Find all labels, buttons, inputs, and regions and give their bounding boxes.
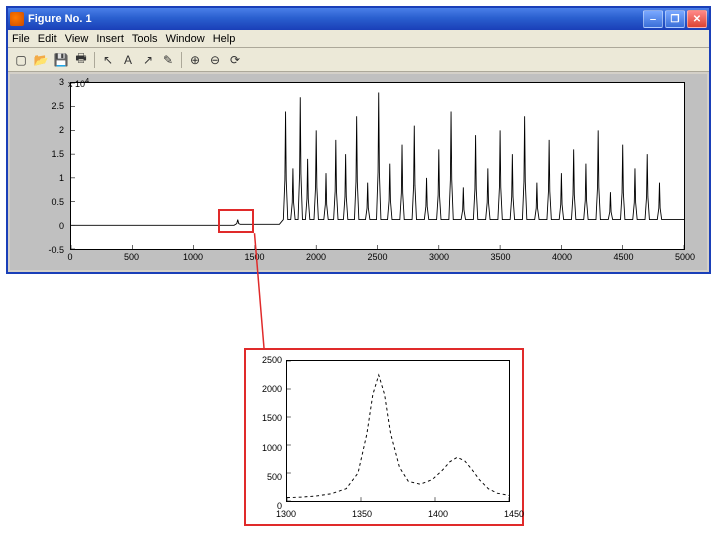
arrow-icon[interactable]: ↖	[99, 51, 117, 69]
zoom-axes	[286, 360, 510, 502]
menu-tools[interactable]: Tools	[132, 33, 158, 45]
zoom-panel: 05001000150020002500 1300135014001450	[244, 348, 524, 526]
close-button[interactable]: ✕	[687, 10, 707, 28]
main-line-plot	[71, 83, 684, 249]
menu-insert[interactable]: Insert	[96, 33, 124, 45]
titlebar[interactable]: Figure No. 1 ‒ ❐ ✕	[8, 8, 709, 30]
new-file-icon[interactable]: ▢	[12, 51, 30, 69]
main-axes[interactable]	[70, 82, 685, 250]
zoom-highlight-box	[218, 209, 255, 233]
window-controls: ‒ ❐ ✕	[643, 10, 707, 28]
maximize-button[interactable]: ❐	[665, 10, 685, 28]
minimize-button[interactable]: ‒	[643, 10, 663, 28]
app-icon	[10, 12, 24, 26]
zoom-out-icon[interactable]: ⊖	[206, 51, 224, 69]
menu-file[interactable]: File	[12, 33, 30, 45]
menu-help[interactable]: Help	[213, 33, 236, 45]
toolbar-separator	[94, 52, 95, 68]
menu-window[interactable]: Window	[166, 33, 205, 45]
rotate-icon[interactable]: ⟳	[226, 51, 244, 69]
line-icon[interactable]: ↗	[139, 51, 157, 69]
edit-plot-icon[interactable]: ✎	[159, 51, 177, 69]
menu-edit[interactable]: Edit	[38, 33, 57, 45]
toolbar: ▢ 📂 💾 🖶 ↖ A ↗ ✎ ⊕ ⊖ ⟳	[8, 48, 709, 72]
zoom-line-plot	[287, 361, 509, 501]
matlab-figure-window: Figure No. 1 ‒ ❐ ✕ File Edit View Insert…	[6, 6, 711, 274]
text-A-icon[interactable]: A	[119, 51, 137, 69]
plot-area: x 104 -0.500.511.522.53 0500100015002000…	[10, 74, 707, 270]
save-icon[interactable]: 💾	[52, 51, 70, 69]
exponent-label: x 104	[68, 76, 89, 89]
menubar: File Edit View Insert Tools Window Help	[8, 30, 709, 48]
open-icon[interactable]: 📂	[32, 51, 50, 69]
window-title: Figure No. 1	[28, 13, 643, 25]
print-icon[interactable]: 🖶	[72, 51, 90, 69]
menu-view[interactable]: View	[65, 33, 89, 45]
zoom-in-icon[interactable]: ⊕	[186, 51, 204, 69]
toolbar-separator	[181, 52, 182, 68]
